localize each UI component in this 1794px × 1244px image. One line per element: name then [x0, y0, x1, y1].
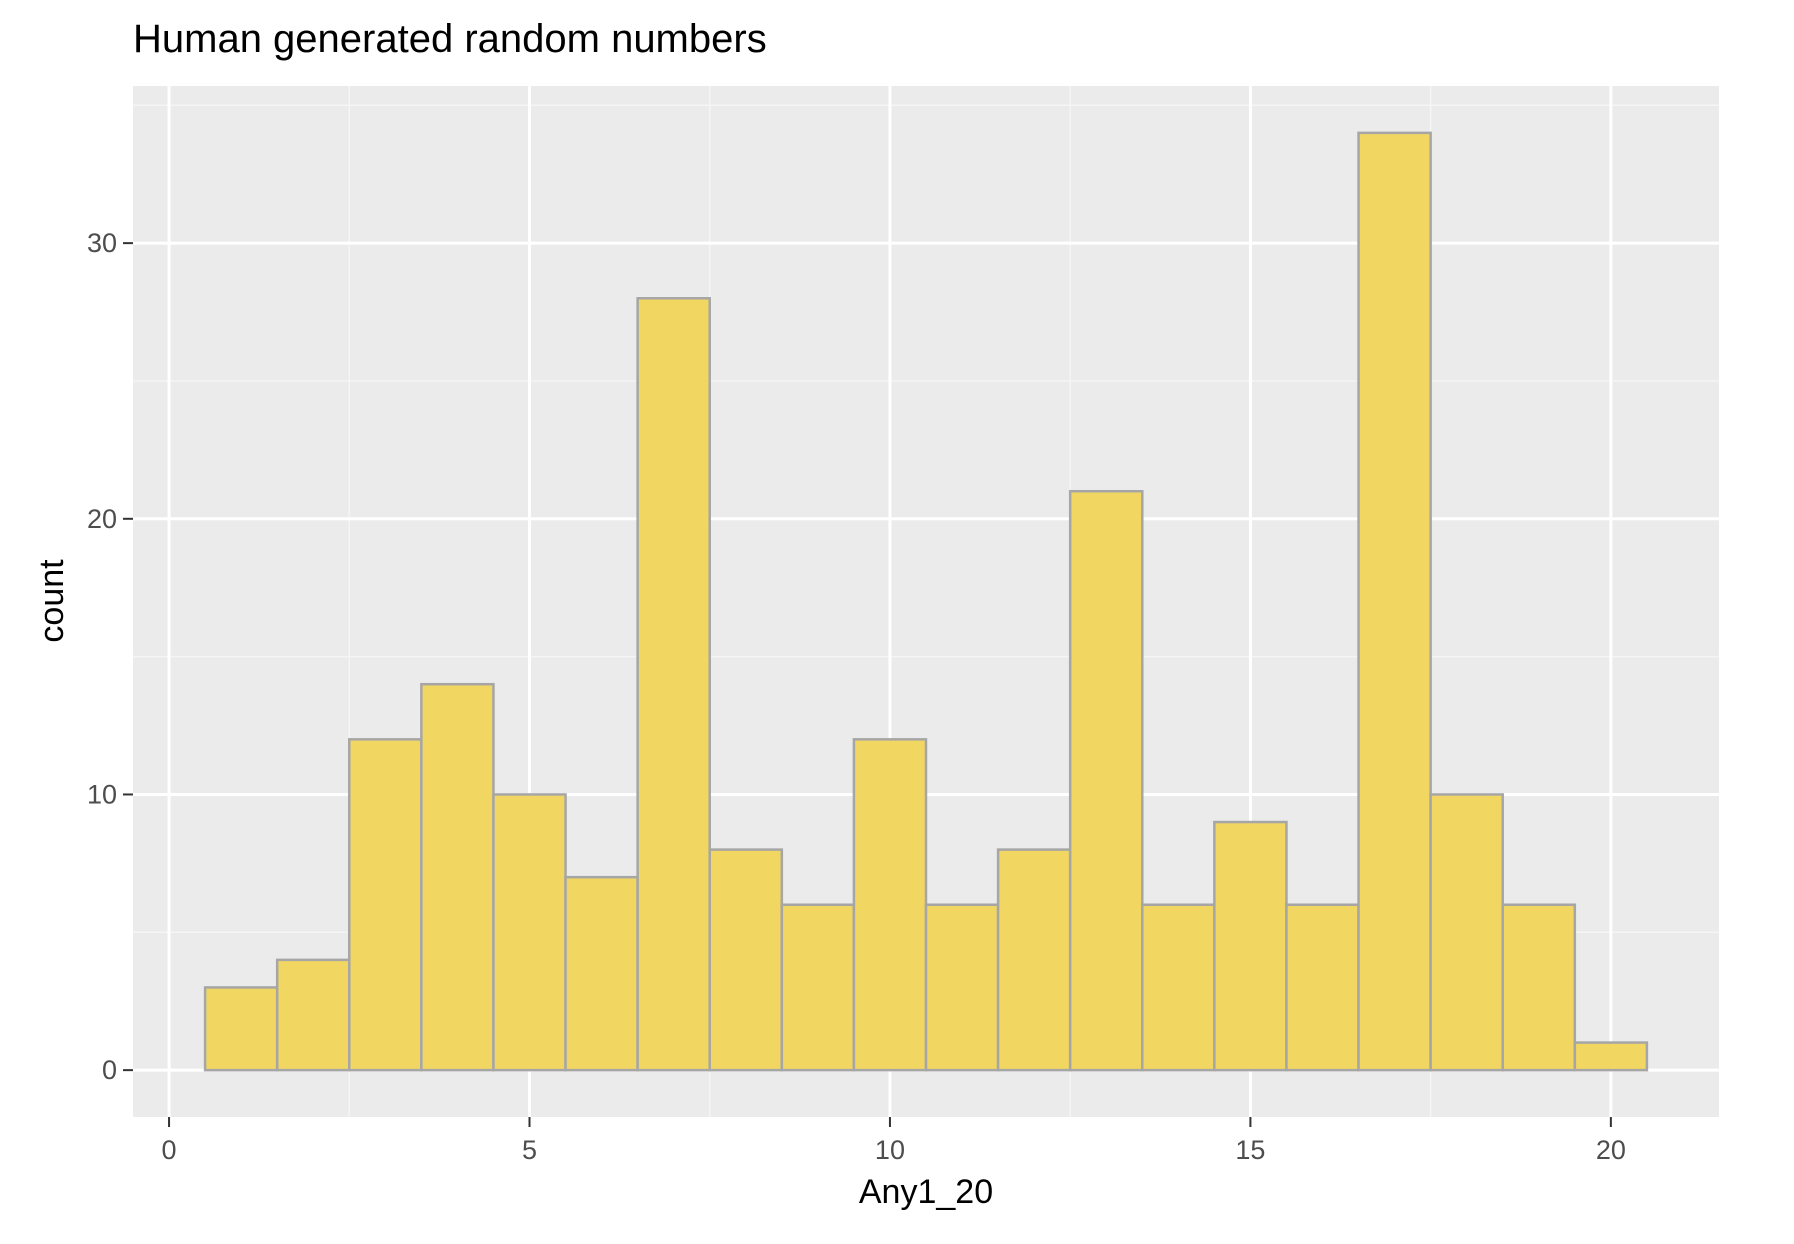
histogram-bar	[636, 297, 711, 1072]
x-tick-label: 5	[522, 1135, 537, 1165]
histogram-bar	[348, 738, 423, 1072]
x-tick-label: 20	[1596, 1135, 1626, 1165]
histogram-bar	[780, 903, 856, 1072]
y-tick-label: 20	[87, 504, 117, 534]
histogram-bar	[1068, 489, 1144, 1072]
histogram-bar	[708, 848, 784, 1072]
histogram-bar	[1429, 793, 1504, 1072]
histogram-bar	[420, 682, 495, 1072]
y-axis-title: count	[33, 559, 71, 643]
histogram-bar	[852, 738, 928, 1072]
y-tick-label: 10	[87, 779, 117, 809]
histogram-bar	[996, 848, 1072, 1072]
histogram-bar	[564, 875, 639, 1072]
chart-title: Human generated random numbers	[133, 17, 767, 61]
histogram-bar	[1141, 903, 1216, 1072]
histogram-bars	[203, 131, 1649, 1072]
histogram-bar	[275, 958, 351, 1072]
histogram-bar	[1357, 131, 1432, 1072]
y-tick-label: 30	[87, 228, 117, 258]
histogram-bar	[1285, 903, 1360, 1072]
x-tick-label: 15	[1235, 1135, 1265, 1165]
y-tick-label: 0	[102, 1055, 117, 1085]
x-axis: 0 5 10 15 20	[162, 1117, 1626, 1165]
x-tick-label: 10	[875, 1135, 905, 1165]
histogram-bar	[492, 793, 567, 1072]
y-axis: 0 10 20 30	[87, 228, 133, 1085]
x-tick-label: 0	[162, 1135, 177, 1165]
histogram-bar	[924, 903, 1000, 1072]
x-axis-title: Any1_20	[859, 1173, 993, 1211]
histogram-bar	[1573, 1041, 1649, 1072]
histogram-bar	[203, 986, 279, 1072]
histogram-bar	[1501, 903, 1577, 1072]
histogram-bar	[1213, 820, 1288, 1072]
